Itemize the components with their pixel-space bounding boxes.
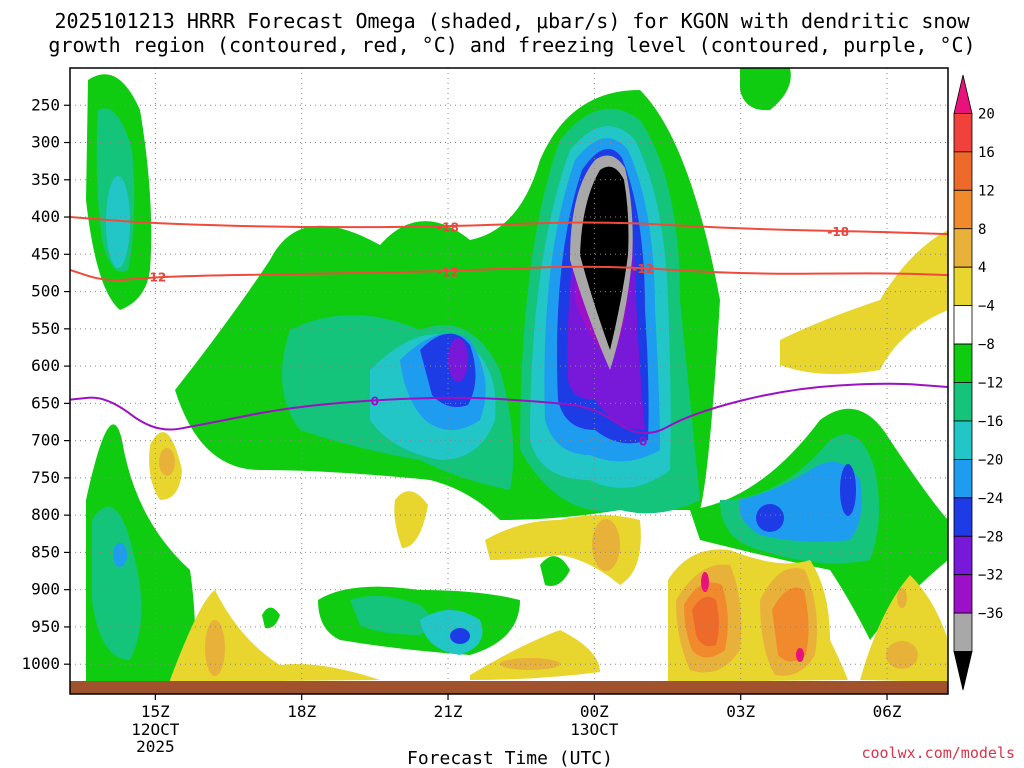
- y-tick-label-1000: 1000: [21, 654, 60, 673]
- y-tick-label-350: 350: [31, 170, 60, 189]
- credit-text: coolwx.com/models: [861, 744, 1015, 762]
- colorbar-segment-5: [953, 266, 973, 307]
- y-tick-label-900: 900: [31, 580, 60, 599]
- x-tick-label-21Z: 21Z: [434, 702, 463, 721]
- colorbar-segment-8: [953, 382, 973, 422]
- x-tick-sublabel-2025: 2025: [136, 737, 175, 756]
- colorbar-segment-0: [953, 74, 973, 114]
- chart-title-line-1: 2025101213 HRRR Forecast Omega (shaded, …: [54, 9, 970, 33]
- x-tick-label-15Z: 15Z: [141, 702, 170, 721]
- colorbar-segment-14: [953, 612, 973, 652]
- colorbar-label-8: −16: [978, 414, 1003, 430]
- x-axis-label: Forecast Time (UTC): [407, 748, 613, 768]
- colorbar-label-10: −24: [978, 491, 1003, 507]
- ground-surface: [70, 681, 948, 694]
- y-tick-label-300: 300: [31, 133, 60, 152]
- colorbar-segment-4: [953, 228, 973, 268]
- plot-area: -18 -18 -12 -12 -12 0 0: [70, 68, 948, 694]
- colorbar-label-5: −4: [978, 299, 995, 315]
- x-tick-label-06Z: 06Z: [873, 702, 902, 721]
- y-tick-label-750: 750: [31, 468, 60, 487]
- colorbar-segment-3: [953, 189, 973, 230]
- colorbar-label-2: 12: [978, 183, 995, 199]
- y-tick-label-950: 950: [31, 617, 60, 636]
- x-tick-label-00Z: 00Z: [580, 702, 609, 721]
- x-tick-sublabel-13OCT: 13OCT: [570, 720, 619, 739]
- y-tick-label-500: 500: [31, 282, 60, 301]
- colorbar-segment-7: [953, 343, 973, 383]
- y-tick-label-650: 650: [31, 393, 60, 412]
- colorbar: 20 16 12 8 4 −4 −8 −12 −16 −20 −24 −28 −32 −36: [953, 74, 1003, 691]
- contour-label--12: -12: [632, 262, 654, 276]
- colorbar-segment-12: [953, 535, 973, 576]
- temperature-contours: -18 -18 -12 -12 -12 0 0: [70, 216, 948, 449]
- colorbar-segment-15: [953, 651, 973, 691]
- colorbar-segment-1: [953, 113, 973, 153]
- colorbar-label-3: 8: [978, 222, 986, 238]
- contour-label--12: -12: [145, 271, 167, 285]
- contour-label--12: -12: [437, 265, 459, 279]
- colorbar-label-1: 16: [978, 145, 995, 161]
- x-tick-label-18Z: 18Z: [287, 702, 316, 721]
- colorbar-segment-6: [953, 305, 973, 345]
- y-tick-label-700: 700: [31, 431, 60, 450]
- y-tick-label-550: 550: [31, 319, 60, 338]
- contour-label-0: 0: [371, 394, 379, 408]
- y-tick-label-600: 600: [31, 356, 60, 375]
- contour--18: [70, 216, 948, 236]
- contour-0: [70, 382, 948, 434]
- x-tick-sublabel-12OCT: 12OCT: [131, 720, 180, 739]
- colorbar-segment-10: [953, 458, 973, 499]
- omega-shading: [86, 68, 948, 690]
- colorbar-label-6: −8: [978, 337, 995, 353]
- y-tick-label-450: 450: [31, 244, 60, 263]
- y-tick-label-250: 250: [31, 95, 60, 114]
- colorbar-label-4: 4: [978, 260, 986, 276]
- y-tick-label-800: 800: [31, 505, 60, 524]
- chart-title-line-2: growth region (contoured, red, °C) and f…: [48, 33, 975, 57]
- y-tick-label-400: 400: [31, 207, 60, 226]
- contour-label--18: -18: [827, 225, 849, 239]
- colorbar-label-7: −12: [978, 376, 1003, 392]
- colorbar-label-12: −32: [978, 568, 1003, 584]
- colorbar-segment-9: [953, 420, 973, 460]
- colorbar-label-11: −28: [978, 529, 1003, 545]
- colorbar-label-9: −20: [978, 452, 1003, 468]
- plot-border: [69, 67, 949, 695]
- colorbar-segment-2: [953, 151, 973, 191]
- contour-label--18: -18: [437, 221, 459, 235]
- colorbar-segment-11: [953, 497, 973, 537]
- colorbar-label-13: −36: [978, 606, 1003, 622]
- colorbar-segment-13: [953, 574, 973, 614]
- colorbar-label-0: 20: [978, 106, 995, 122]
- y-axis: 250 300 350 400 450 500 550 600 650 700 750 800 850 9…: [21, 95, 70, 673]
- contour-label-0: 0: [639, 435, 647, 449]
- contour--12: [70, 265, 948, 282]
- y-tick-label-850: 850: [31, 542, 60, 561]
- x-tick-label-03Z: 03Z: [726, 702, 755, 721]
